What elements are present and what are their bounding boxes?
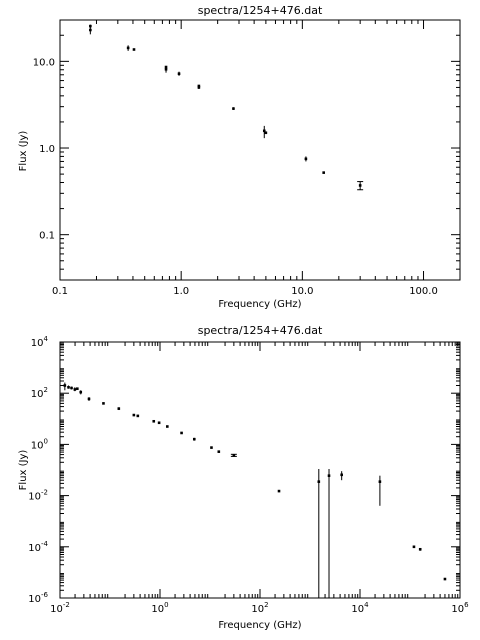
data-point: [277, 489, 281, 493]
data-point: [192, 437, 196, 441]
plot-frame: [59, 19, 461, 281]
y-axis-label: Flux (Jy): [18, 131, 29, 172]
y-tick-exponent: 0: [44, 437, 48, 445]
y-tick-exponent: 4: [44, 335, 49, 343]
data-point: [102, 402, 105, 405]
y-tick-exponent: -6: [41, 591, 49, 599]
data-point: [327, 474, 331, 477]
x-tick-label: 10-2: [50, 601, 70, 615]
data-point: [132, 48, 136, 51]
data-point: [358, 184, 362, 187]
x-tick-label: 0.1: [52, 286, 68, 297]
data-point: [232, 107, 235, 110]
data-point: [166, 425, 169, 428]
data-point: [264, 131, 268, 135]
data-point: [340, 473, 343, 477]
data-point: [412, 545, 416, 549]
data-point: [76, 387, 79, 390]
data-point: [210, 446, 213, 449]
x-tick-exponent: 4: [364, 601, 369, 609]
data-point: [70, 386, 73, 390]
chart-panel-bottom: spectra/1254+476.dat Frequency (GHz) Flu…: [18, 324, 469, 631]
data-point: [197, 86, 201, 89]
data-point: [136, 414, 140, 418]
x-axis-label: Frequency (GHz): [218, 299, 301, 310]
plot-frame: [59, 341, 461, 599]
y-tick-label: 10-2: [28, 489, 48, 503]
data-point: [126, 46, 130, 50]
data-point: [89, 28, 92, 32]
y-tick-label: 102: [31, 386, 48, 400]
data-point: [87, 397, 91, 401]
x-tick-exponent: -2: [63, 601, 70, 609]
x-tick-label: 102: [251, 601, 268, 615]
data-point: [79, 390, 83, 394]
data-point: [89, 24, 92, 28]
data-point: [164, 65, 168, 69]
data-point: [132, 413, 136, 417]
x-tick-label: 100.0: [409, 286, 438, 297]
data-point: [180, 431, 183, 435]
data-point: [418, 547, 422, 551]
y-tick-label: 10-6: [28, 591, 48, 605]
chart-title: spectra/1254+476.dat: [198, 324, 323, 337]
data-point: [378, 480, 382, 483]
data-point: [152, 419, 156, 423]
data-point: [177, 72, 181, 76]
data-point: [117, 407, 121, 410]
data-point: [317, 480, 321, 483]
chart-title: spectra/1254+476.dat: [198, 4, 323, 17]
data-point: [63, 384, 67, 387]
x-tick-label: 100: [151, 601, 168, 615]
data-point: [443, 577, 447, 581]
data-point: [67, 386, 70, 389]
x-tick-label: 10.0: [291, 286, 313, 297]
x-tick-exponent: 6: [464, 601, 469, 609]
data-point: [157, 421, 161, 425]
data-point: [197, 84, 201, 88]
x-tick-exponent: 2: [264, 601, 268, 609]
data-point: [73, 388, 77, 391]
x-tick-label: 104: [351, 601, 369, 615]
x-tick-label: 1.0: [173, 286, 189, 297]
y-tick-label: 0.1: [39, 231, 55, 242]
data-point: [164, 67, 168, 71]
y-tick-label: 10-4: [28, 540, 48, 554]
y-tick-exponent: -2: [41, 489, 48, 497]
data-point: [262, 129, 266, 133]
y-tick-label: 104: [31, 335, 49, 349]
x-axis-label: Frequency (GHz): [218, 620, 301, 631]
data-point: [217, 450, 221, 453]
x-tick-label: 106: [451, 601, 469, 615]
y-axis-label: Flux (Jy): [18, 450, 29, 491]
y-tick-label: 10.0: [33, 57, 55, 68]
y-tick-label: 1.0: [39, 144, 55, 155]
y-tick-label: 100: [31, 437, 48, 451]
x-tick-exponent: 0: [164, 601, 168, 609]
y-tick-exponent: 2: [44, 386, 48, 394]
y-tick-exponent: -4: [41, 540, 49, 548]
data-point: [232, 454, 236, 457]
chart-panel-top: spectra/1254+476.dat Frequency (GHz) Flu…: [18, 4, 461, 310]
data-point: [322, 171, 325, 174]
data-point: [304, 157, 308, 161]
